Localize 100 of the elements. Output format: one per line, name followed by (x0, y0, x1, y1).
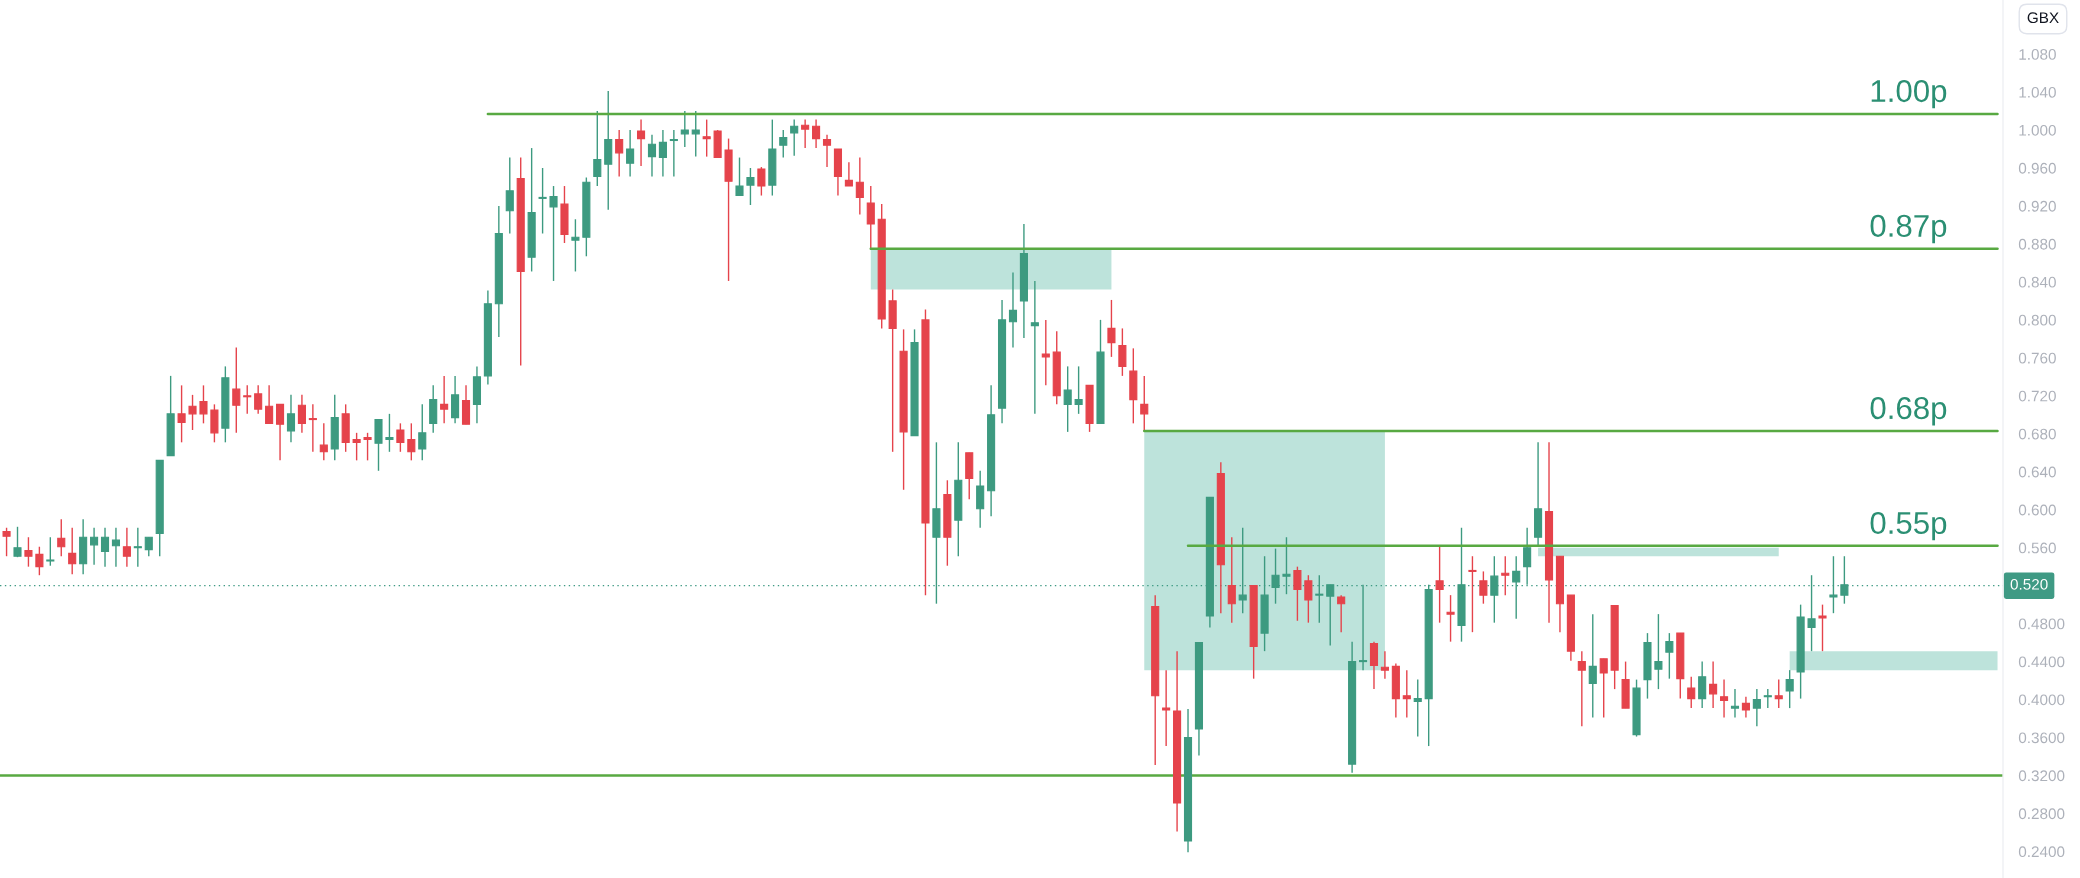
y-tick-label: 1.000 (2019, 124, 2056, 136)
candlestick (1501, 555, 1510, 596)
candlestick (286, 394, 296, 444)
y-tick-label: 0.3200 (2018, 770, 2065, 782)
candlestick (68, 527, 77, 575)
candlestick (1763, 688, 1772, 709)
candlestick (297, 394, 306, 434)
candlestick (24, 536, 33, 568)
candlestick (429, 384, 438, 434)
candlestick (855, 156, 864, 216)
candlestick (691, 110, 700, 158)
candlestick (549, 185, 558, 282)
y-tick-label: 0.840 (2018, 276, 2056, 288)
y-tick-label: 0.800 (2018, 314, 2056, 326)
candlestick (418, 403, 427, 462)
candlestick (680, 110, 689, 148)
candlestick (308, 403, 317, 453)
candlestick (232, 346, 241, 434)
candlestick (243, 384, 252, 415)
candlestick (1479, 570, 1488, 605)
candlestick (735, 156, 744, 197)
candlestick (615, 129, 624, 178)
candlestick (254, 384, 263, 415)
candlestick (866, 185, 875, 251)
candlestick (801, 118, 810, 149)
candlestick (1326, 584, 1335, 647)
candlestick (363, 432, 372, 462)
y-tick-label: 0.4000 (2018, 694, 2065, 706)
candlestick (1709, 660, 1718, 709)
candlestick (188, 394, 197, 431)
candlestick (1588, 613, 1597, 719)
y-tick-label: 0.2800 (2018, 808, 2065, 820)
candlestick (35, 546, 44, 576)
candlestick (396, 422, 405, 453)
y-tick-label: 0.720 (2018, 390, 2056, 402)
candlestick (57, 518, 66, 557)
candlestick (319, 422, 328, 462)
candlestick (790, 118, 799, 157)
candlestick (210, 403, 219, 444)
candlestick (1829, 555, 1838, 614)
candlestick (374, 418, 383, 472)
candlestick (1654, 613, 1663, 690)
candlestick (505, 156, 514, 235)
y-tick-label: 0.920 (2018, 200, 2056, 212)
candlestick (1041, 319, 1050, 387)
candlestick (275, 403, 285, 462)
candlestick (647, 134, 657, 178)
candlestick (100, 527, 110, 568)
candlestick (407, 422, 416, 462)
candlestick (1730, 688, 1740, 719)
candlestick (1140, 375, 1149, 432)
candlestick (177, 384, 186, 444)
candlestick (593, 110, 602, 187)
candlestick (1719, 678, 1729, 719)
candlestick (757, 166, 766, 197)
series-label: 0.55p (1870, 511, 1947, 541)
candlestick (199, 384, 208, 425)
candlestick (1468, 555, 1477, 633)
candlestick (2, 527, 11, 557)
candlestick (746, 167, 755, 206)
y-tick-label: 0.880 (2018, 238, 2056, 250)
y-tick-label: 0.960 (2018, 162, 2056, 174)
candlestick (1665, 632, 1674, 680)
candlestick (1698, 660, 1707, 709)
y-tick-label: 0.2400 (2018, 846, 2065, 858)
y-tick-label: 0.760 (2018, 352, 2056, 364)
candlestick (658, 129, 667, 178)
candlestick (1380, 650, 1389, 680)
ref-line-label: 0.520 (2010, 578, 2048, 590)
candlestick (144, 536, 153, 557)
candlestick (1162, 669, 1171, 747)
candlestick (636, 118, 646, 167)
candlestick (1074, 365, 1083, 415)
candlestick (844, 161, 853, 187)
candlestick (46, 536, 55, 567)
candlestick (702, 118, 711, 158)
candlestick (538, 167, 547, 235)
y-tick-label: 1.040 (2019, 86, 2056, 98)
y-tick-label: 1.080 (2019, 48, 2056, 60)
candlestick (352, 432, 361, 462)
candlestick (779, 129, 788, 159)
candlestick (440, 375, 449, 425)
candlestick (1785, 669, 1794, 709)
candlestick (1435, 546, 1444, 624)
candlestick (1413, 678, 1422, 738)
candlestick (1741, 696, 1750, 719)
series-label: 0.87p (1870, 214, 1947, 244)
series-label: 0.68p (1870, 397, 1947, 426)
candlestick (822, 134, 832, 168)
candlestick (1293, 565, 1302, 622)
y-axis-title: GBX (2027, 12, 2059, 24)
candlestick (1687, 676, 1696, 709)
candlestick (385, 413, 394, 453)
candlestick (1369, 640, 1379, 690)
candlestick (1818, 603, 1827, 652)
candlestick (1577, 650, 1586, 727)
candlestick (265, 384, 274, 425)
candlestick (1107, 299, 1116, 358)
candlestick (976, 470, 985, 529)
candlestick (1118, 327, 1127, 377)
